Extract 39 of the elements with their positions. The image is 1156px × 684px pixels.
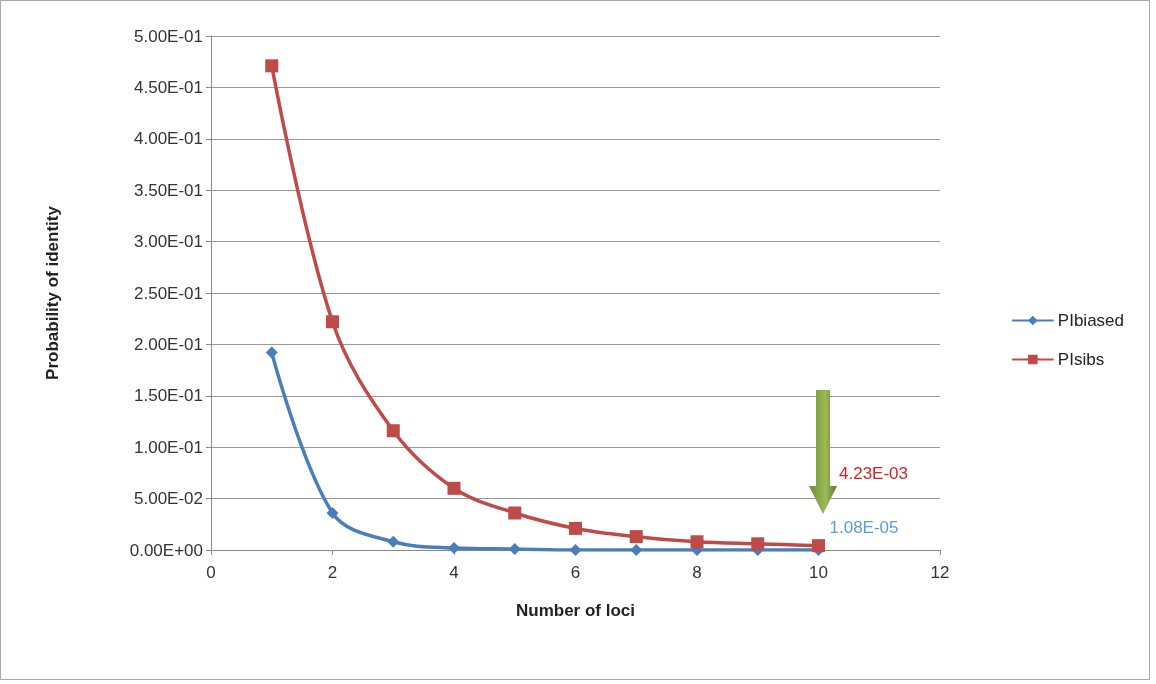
x-tick-label: 6 <box>570 563 581 582</box>
x-tick-label: 12 <box>930 563 950 582</box>
point <box>508 506 522 520</box>
point <box>569 521 582 535</box>
legend-label: PIbiased <box>1057 311 1125 330</box>
x-tick-label: 10 <box>809 563 828 582</box>
annotation: 4.23E-03 <box>839 464 908 483</box>
y-tick-label: 5.00E-01 <box>134 26 203 46</box>
point <box>812 539 825 553</box>
y-tick-label: 3.00E-01 <box>134 232 203 252</box>
point <box>326 506 339 519</box>
y-tick-label: 5.00E-02 <box>134 489 203 509</box>
y-tick-label: 0.00E+00 <box>129 540 203 560</box>
x-axis-title: Number of loci <box>515 601 636 620</box>
y-tick-label: 2.50E-01 <box>134 283 203 303</box>
y-tick-label: 4.50E-01 <box>134 77 203 97</box>
point <box>386 424 400 438</box>
point <box>326 315 339 329</box>
y-tick-label: 2.00E-01 <box>134 334 203 354</box>
y-axis-title: Probability of identity <box>43 205 62 380</box>
point <box>629 530 643 544</box>
point <box>265 59 279 73</box>
y-tick-label: 4.00E-01 <box>134 129 203 149</box>
legend-label: PIsibs <box>1057 350 1105 369</box>
annotation: 1.08E-05 <box>829 518 899 538</box>
x-tick-label: 4 <box>449 563 459 582</box>
point <box>569 544 582 556</box>
point <box>387 535 400 548</box>
x-tick-label: 2 <box>327 563 338 582</box>
x-tick-label: 8 <box>692 563 702 582</box>
point <box>265 346 278 359</box>
y-tick-label: 3.50E-01 <box>134 180 203 200</box>
y-tick-label: 1.50E-01 <box>134 386 203 406</box>
y-tick-label: 1.00E-01 <box>134 437 203 457</box>
x-tick-label: 0 <box>206 563 216 582</box>
point <box>690 535 704 549</box>
point <box>448 541 460 554</box>
point <box>447 481 461 495</box>
point <box>751 537 765 551</box>
